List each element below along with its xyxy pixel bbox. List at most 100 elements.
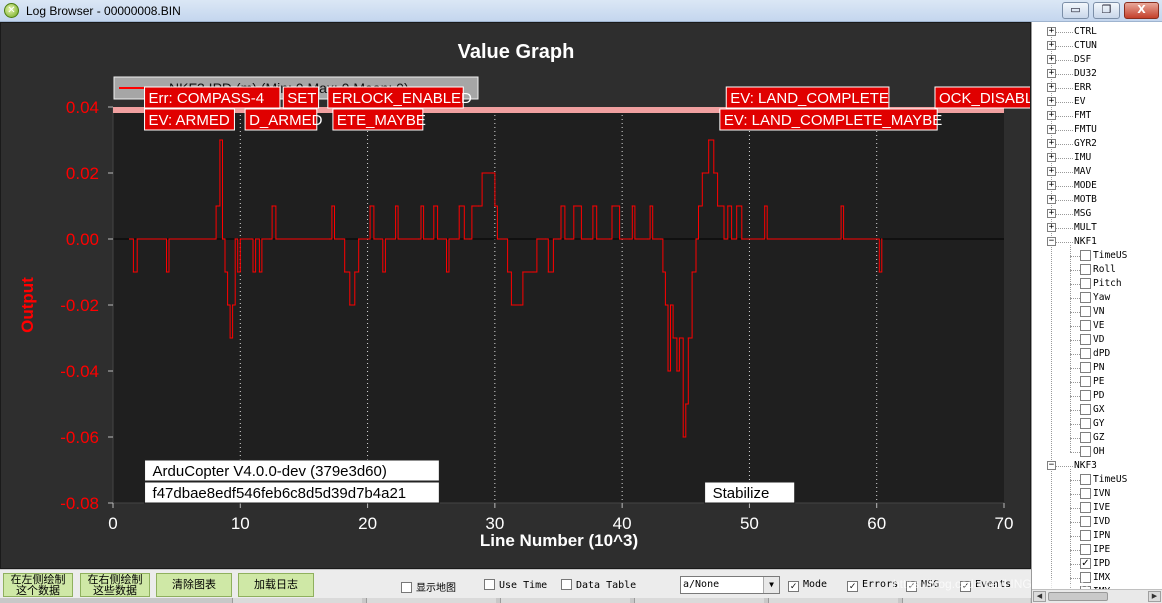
expand-icon[interactable]: + [1047, 96, 1056, 106]
tree-field-timeus[interactable]: TimeUS [1093, 249, 1127, 263]
field-checkbox[interactable] [1080, 432, 1091, 443]
field-checkbox[interactable] [1080, 334, 1091, 345]
events-checkbox[interactable]: ✓ Events [960, 579, 1011, 593]
mode-checkbox[interactable]: ✓ Mode [788, 579, 827, 593]
tree-field-ve[interactable]: VE [1093, 319, 1104, 333]
tree-group-err[interactable]: ERR [1074, 81, 1091, 95]
scroll-left-arrow-icon[interactable]: ◀ [1033, 591, 1046, 602]
data-table-checkbox[interactable]: Data Table [561, 579, 636, 593]
expand-icon[interactable]: + [1047, 152, 1056, 162]
expand-icon[interactable]: + [1047, 68, 1056, 78]
field-checkbox[interactable] [1080, 376, 1091, 387]
msg-checkbox[interactable]: ✓ MSG [906, 579, 939, 593]
tree-field-oh[interactable]: OH [1093, 445, 1104, 459]
field-checkbox[interactable] [1080, 488, 1091, 499]
field-checkbox[interactable] [1080, 446, 1091, 457]
events-box[interactable]: ✓ [960, 581, 971, 592]
graph-select-dropdown[interactable]: a/None ▼ [680, 576, 780, 594]
tree-group-nkf1[interactable]: NKF1 [1074, 235, 1097, 249]
errors-box[interactable]: ✓ [847, 581, 858, 592]
tree-field-ive[interactable]: IVE [1093, 501, 1110, 515]
field-checkbox[interactable] [1080, 264, 1091, 275]
field-checkbox[interactable] [1080, 530, 1091, 541]
tree-field-pn[interactable]: PN [1093, 361, 1104, 375]
expand-icon[interactable]: + [1047, 166, 1056, 176]
tree-field-ivd[interactable]: IVD [1093, 515, 1110, 529]
graph-right-button[interactable]: 在右侧绘制 这些数据 [80, 573, 150, 597]
tree-field-gy[interactable]: GY [1093, 417, 1104, 431]
tree-group-mult[interactable]: MULT [1074, 221, 1097, 235]
tree-field-ivn[interactable]: IVN [1093, 487, 1110, 501]
field-tree-panel[interactable]: + CTRL + CTUN + DSF + DU32 + ERR + EV + FMT + FMTU + GYR2… [1031, 22, 1162, 603]
tree-field-timeus[interactable]: TimeUS [1093, 473, 1127, 487]
tree-group-ctun[interactable]: CTUN [1074, 39, 1097, 53]
expand-icon[interactable]: + [1047, 82, 1056, 92]
tree-field-gz[interactable]: GZ [1093, 431, 1104, 445]
tree-group-msg[interactable]: MSG [1074, 207, 1091, 221]
use-time-box[interactable] [484, 579, 495, 590]
use-time-checkbox[interactable]: Use Time [484, 579, 547, 593]
field-checkbox[interactable] [1080, 250, 1091, 261]
tree-group-imu[interactable]: IMU [1074, 151, 1091, 165]
field-checkbox[interactable] [1080, 418, 1091, 429]
errors-checkbox[interactable]: ✓ Errors [847, 579, 898, 593]
chevron-down-icon[interactable]: ▼ [763, 577, 779, 593]
expand-icon[interactable]: + [1047, 26, 1056, 36]
taskbar-item[interactable] [500, 598, 630, 603]
tree-field-ipd[interactable]: IPD [1093, 557, 1110, 571]
expand-icon[interactable]: + [1047, 208, 1056, 218]
expand-icon[interactable]: + [1047, 54, 1056, 64]
taskbar-item[interactable] [366, 598, 496, 603]
field-checkbox[interactable] [1080, 572, 1091, 583]
field-checkbox[interactable] [1080, 278, 1091, 289]
field-checkbox[interactable] [1080, 516, 1091, 527]
tree-field-ipe[interactable]: IPE [1093, 543, 1110, 557]
field-checkbox[interactable] [1080, 320, 1091, 331]
taskbar-item[interactable] [634, 598, 764, 603]
data-table-box[interactable] [561, 579, 572, 590]
show-map-checkbox[interactable]: 显示地图 [401, 579, 456, 594]
tree-field-vd[interactable]: VD [1093, 333, 1104, 347]
tree-field-roll[interactable]: Roll [1093, 263, 1116, 277]
msg-box[interactable]: ✓ [906, 581, 917, 592]
field-checkbox[interactable] [1080, 502, 1091, 513]
tree-horizontal-scrollbar[interactable]: ◀ ▶ [1032, 589, 1162, 603]
scroll-right-arrow-icon[interactable]: ▶ [1148, 591, 1161, 602]
tree-field-gx[interactable]: GX [1093, 403, 1104, 417]
tree-field-pitch[interactable]: Pitch [1093, 277, 1122, 291]
tree-field-imy[interactable]: IMY [1093, 585, 1110, 589]
close-button[interactable]: X [1124, 2, 1159, 19]
tree-field-pd[interactable]: PD [1093, 389, 1104, 403]
field-checkbox[interactable]: ✓ [1080, 558, 1091, 569]
graph-panel[interactable]: Value Graph Line Number (10^3) Output 0 10 20… [0, 22, 1031, 569]
tree-field-vn[interactable]: VN [1093, 305, 1104, 319]
expand-icon[interactable]: + [1047, 222, 1056, 232]
taskbar-item[interactable] [902, 598, 1030, 603]
field-tree[interactable]: + CTRL + CTUN + DSF + DU32 + ERR + EV + FMT + FMTU + GYR2… [1032, 22, 1162, 589]
collapse-icon[interactable]: − [1047, 236, 1056, 246]
field-checkbox[interactable] [1080, 544, 1091, 555]
tree-group-motb[interactable]: MOTB [1074, 193, 1097, 207]
expand-icon[interactable]: + [1047, 40, 1056, 50]
taskbar-item[interactable] [232, 598, 362, 603]
tree-group-ev[interactable]: EV [1074, 95, 1085, 109]
expand-icon[interactable]: + [1047, 194, 1056, 204]
field-checkbox[interactable] [1080, 404, 1091, 415]
expand-icon[interactable]: + [1047, 124, 1056, 134]
tree-field-imx[interactable]: IMX [1093, 571, 1110, 585]
tree-group-fmt[interactable]: FMT [1074, 109, 1091, 123]
collapse-icon[interactable]: − [1047, 460, 1056, 470]
tree-group-ctrl[interactable]: CTRL [1074, 25, 1097, 39]
field-checkbox[interactable] [1080, 348, 1091, 359]
tree-group-gyr2[interactable]: GYR2 [1074, 137, 1097, 151]
load-log-button[interactable]: 加载日志 [238, 573, 314, 597]
maximize-button[interactable]: ❐ [1093, 2, 1120, 19]
tree-group-mav[interactable]: MAV [1074, 165, 1091, 179]
value-graph[interactable]: Value Graph Line Number (10^3) Output 0 10 20… [1, 23, 1030, 568]
field-checkbox[interactable] [1080, 362, 1091, 373]
minimize-button[interactable]: ▭ [1062, 2, 1089, 19]
tree-group-du32[interactable]: DU32 [1074, 67, 1097, 81]
tree-group-dsf[interactable]: DSF [1074, 53, 1091, 67]
expand-icon[interactable]: + [1047, 180, 1056, 190]
field-checkbox[interactable] [1080, 474, 1091, 485]
